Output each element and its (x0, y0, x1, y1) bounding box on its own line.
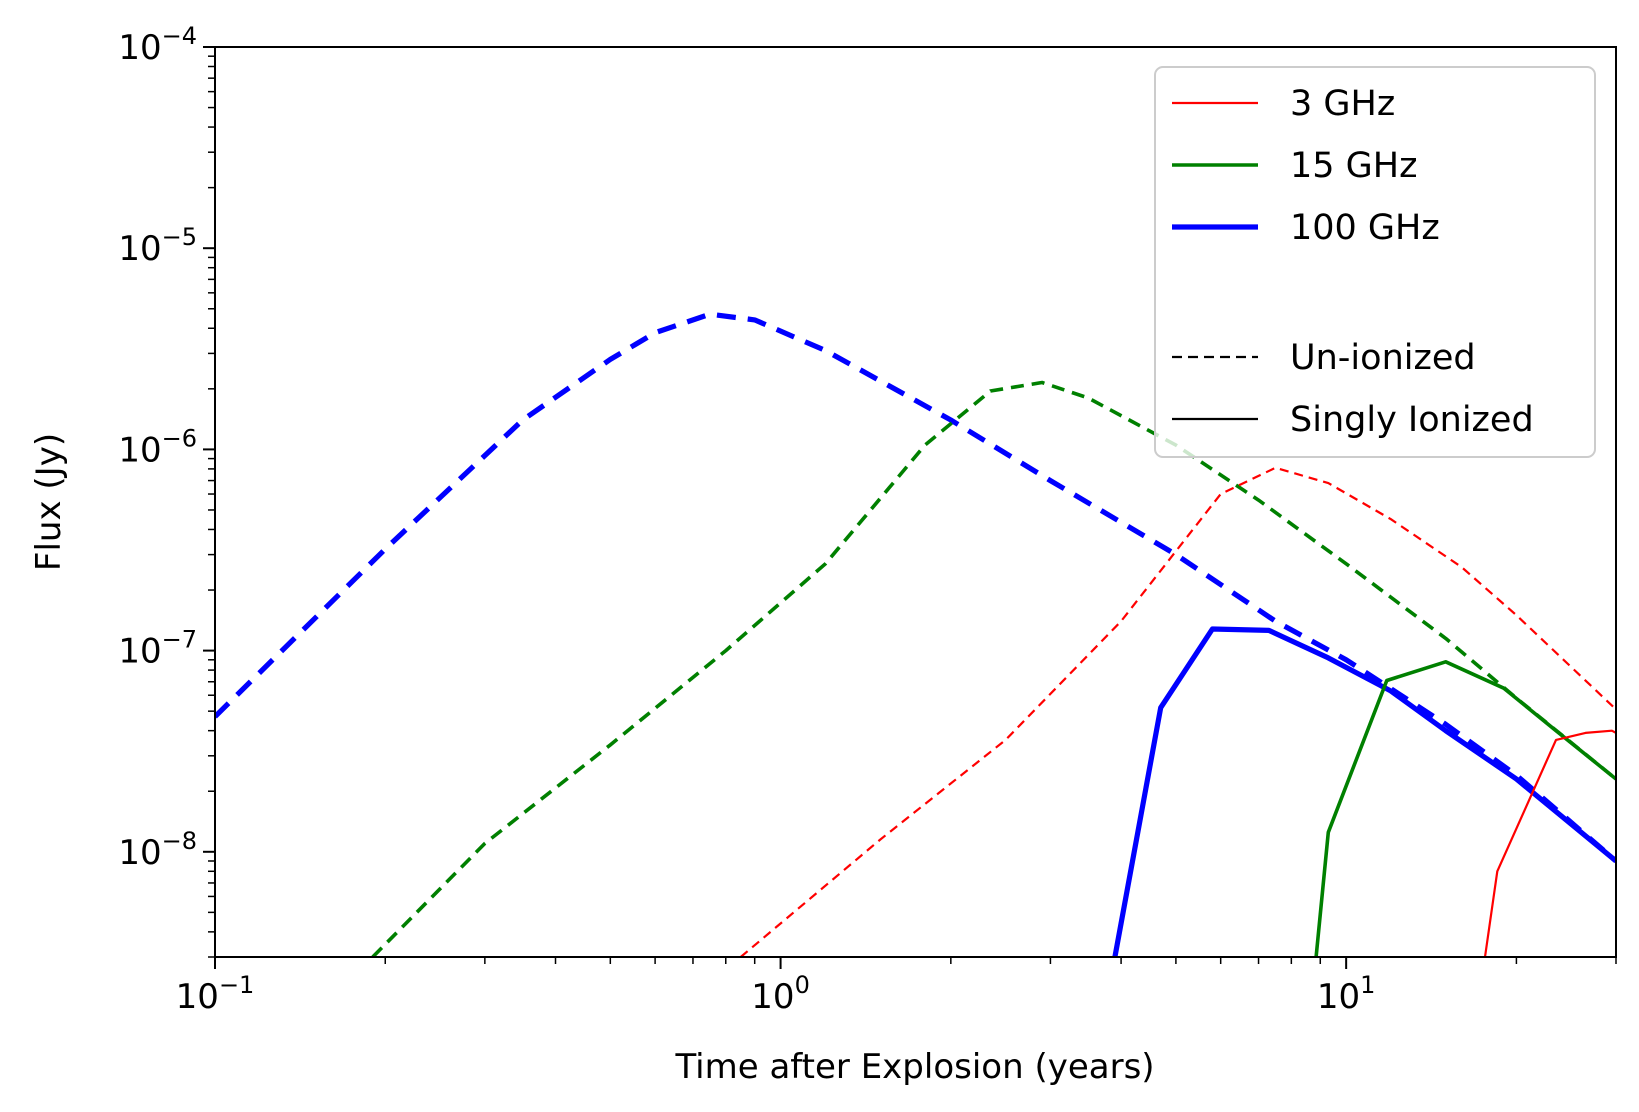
legend-label: Un-ionized (1290, 338, 1476, 378)
series-line-3ghz-unionized (739, 466, 1616, 957)
legend-label: Singly Ionized (1290, 400, 1534, 440)
legend-label: 15 GHz (1290, 146, 1417, 186)
x-axis-tick-labels: 10−1 100 101 (176, 971, 1376, 1017)
plot-frame (214, 46, 1617, 958)
series-line-15ghz-singly-ionized (1314, 659, 1616, 957)
series-line-100ghz-singly-ionized (1112, 626, 1616, 957)
y-axis-tick-labels: 10−8 10−7 10−6 10−5 10−4 (118, 22, 197, 873)
series-layer (215, 311, 1616, 957)
x-axis-ticks (214, 957, 1617, 969)
legend-label: 100 GHz (1290, 208, 1440, 248)
legend-label: 3 GHz (1290, 84, 1395, 124)
y-tick-label: 10−5 (118, 223, 197, 269)
x-tick-label: 101 (1317, 971, 1376, 1017)
x-axis-label: Time after Explosion (years) (674, 1047, 1154, 1087)
y-axis-label: Flux (Jy) (29, 433, 69, 571)
x-tick-label: 100 (751, 971, 810, 1017)
series-line-3ghz-singly-ionized (1483, 729, 1616, 957)
y-tick-label: 10−6 (118, 424, 197, 470)
y-tick-label: 10−8 (118, 827, 197, 873)
y-tick-label: 10−7 (118, 626, 197, 672)
series-line-15ghz-unionized (371, 380, 1616, 957)
legend: 3 GHz 15 GHz 100 GHz Un-ionized Singly Ioniz… (1154, 66, 1596, 458)
y-axis-ticks (203, 46, 215, 958)
y-tick-label: 10−4 (118, 22, 197, 68)
x-tick-label: 10−1 (176, 971, 255, 1017)
legend-box (1154, 66, 1596, 458)
